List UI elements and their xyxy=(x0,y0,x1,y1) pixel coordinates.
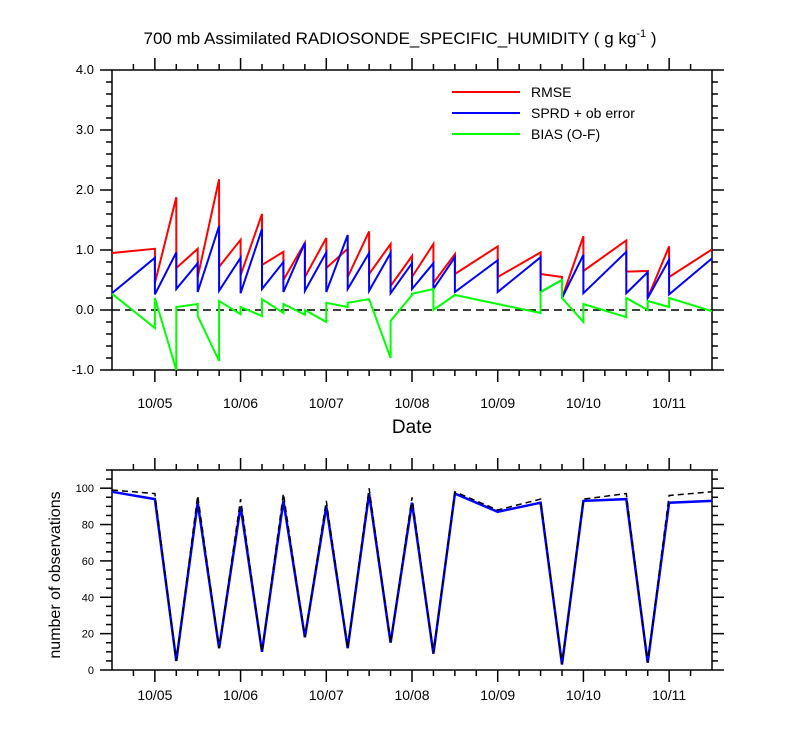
x-tick-label: 10/09 xyxy=(480,395,515,411)
x-tick-label: 10/06 xyxy=(223,687,258,703)
x-tick-label: 10/11 xyxy=(652,687,686,703)
y-tick-label: 4.0 xyxy=(76,62,94,77)
y-tick-label: 40 xyxy=(82,592,94,604)
y-axis-label: number of observations xyxy=(47,491,64,658)
x-tick-label: 10/07 xyxy=(309,687,344,703)
x-tick-label: 10/10 xyxy=(566,687,601,703)
x-tick-label: 10/06 xyxy=(223,395,258,411)
y-tick-label: 80 xyxy=(82,520,94,532)
series-line-sprd-ob-error xyxy=(111,225,713,302)
bottom-chart-series xyxy=(111,488,713,665)
series-line-bias-o-f xyxy=(111,278,713,371)
y-tick-label: -1.0 xyxy=(72,362,94,377)
x-tick-label: 10/09 xyxy=(480,687,515,703)
top-chart-series xyxy=(111,178,713,371)
series-line-rmse xyxy=(111,178,713,299)
y-tick-label: 3.0 xyxy=(76,122,94,137)
y-tick-label: 100 xyxy=(76,483,94,495)
y-tick-label: 0.0 xyxy=(76,302,94,317)
legend-label: SPRD + ob error xyxy=(531,105,635,121)
chart-title: 700 mb Assimilated RADIOSONDE_SPECIFIC_H… xyxy=(144,28,657,48)
top-chart-plot: 10/05 10/06 10/07 10/08 10/09 10/10 10/11 -1.0 0… xyxy=(72,58,724,438)
x-tick-label: 10/11 xyxy=(652,395,686,411)
legend: RMSE SPRD + ob error BIAS (O-F) xyxy=(452,84,635,142)
series-line-assimilated xyxy=(111,490,713,665)
y-tick-label: 0 xyxy=(88,665,94,677)
legend-label: BIAS (O-F) xyxy=(531,126,600,142)
y-tick-label: 20 xyxy=(82,629,94,641)
x-tick-label: 10/08 xyxy=(394,687,429,703)
legend-label: RMSE xyxy=(531,84,571,100)
top-chart-ticks: 10/05 10/06 10/07 10/08 10/09 10/10 10/11 -1.0 0… xyxy=(72,58,724,411)
series-line-possible xyxy=(111,488,713,665)
x-axis-label: Date xyxy=(392,417,432,438)
y-tick-label: 2.0 xyxy=(76,182,94,197)
x-tick-label: 10/08 xyxy=(394,395,429,411)
bottom-chart-plot: 10/05 10/06 10/07 10/08 10/09 10/10 10/11 0 20 40… xyxy=(47,458,724,703)
x-tick-label: 10/07 xyxy=(309,395,344,411)
y-tick-label: 60 xyxy=(82,556,94,568)
bottom-chart-ticks: 10/05 10/06 10/07 10/08 10/09 10/10 10/11 0 20 40… xyxy=(76,458,724,703)
x-tick-label: 10/10 xyxy=(566,395,601,411)
x-tick-label: 10/05 xyxy=(137,395,172,411)
y-tick-label: 1.0 xyxy=(76,242,94,257)
x-tick-label: 10/05 xyxy=(137,687,172,703)
